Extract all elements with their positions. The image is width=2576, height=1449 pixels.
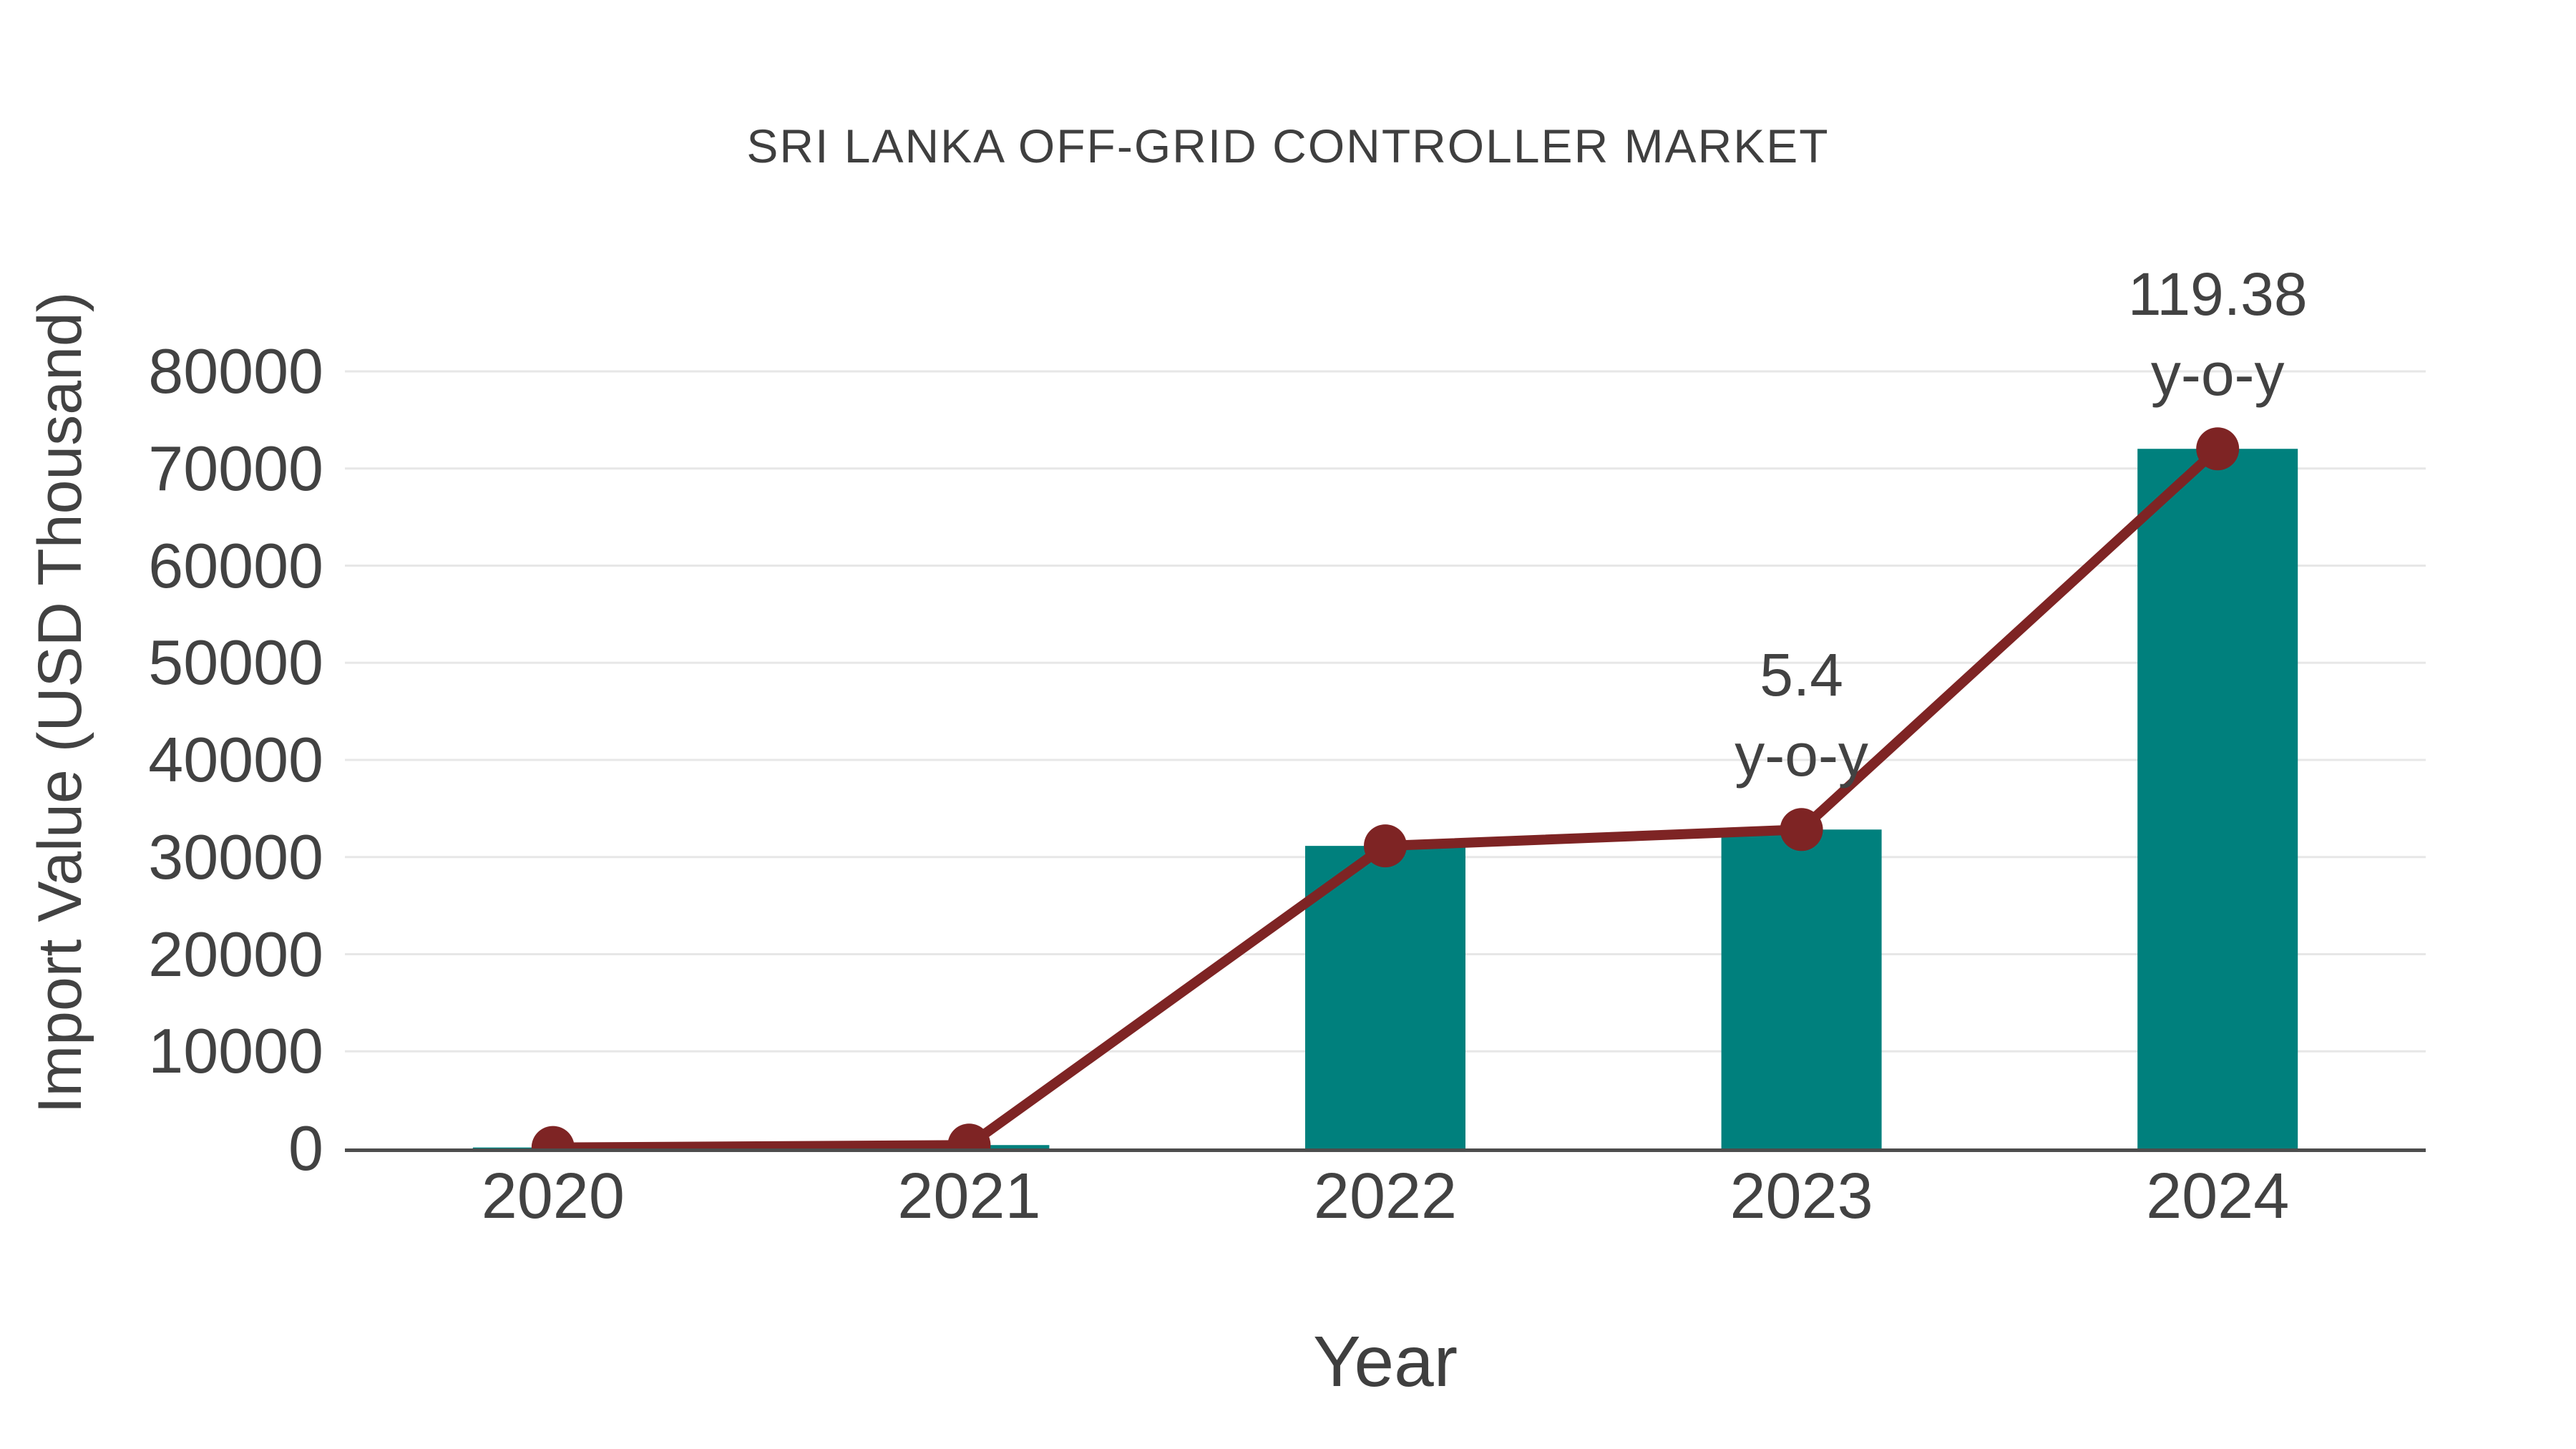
y-tick-label-50000: 50000 xyxy=(148,627,323,698)
annotation-2024-line-1: 119.38 xyxy=(2127,260,2308,328)
y-tick-label-30000: 30000 xyxy=(148,821,323,892)
y-tick-label-70000: 70000 xyxy=(148,432,323,504)
marker-2021 xyxy=(947,1123,991,1148)
x-tick-label-2020: 2020 xyxy=(481,1161,625,1232)
marker-2024 xyxy=(2196,427,2240,471)
marker-2023 xyxy=(1780,808,1823,852)
chart-title: SRI LANKA OFF-GRID CONTROLLER MARKET xyxy=(746,119,1830,172)
y-tick-label-20000: 20000 xyxy=(148,918,323,990)
annotation-2024: 119.38 y-o-y xyxy=(2039,254,2396,414)
x-tick-label-2024: 2024 xyxy=(2146,1161,2290,1232)
x-tick-label-2022: 2022 xyxy=(1313,1161,1458,1232)
x-tick-label-2021: 2021 xyxy=(897,1161,1041,1232)
plot-area xyxy=(345,243,2426,1152)
plot-canvas xyxy=(345,370,2426,1148)
annotation-2023: 5.4 y-o-y xyxy=(1623,635,1981,795)
annotation-2024-line-2: y-o-y xyxy=(2150,341,2285,409)
y-tick-label-60000: 60000 xyxy=(148,530,323,601)
marker-2020 xyxy=(531,1126,575,1148)
marker-2022 xyxy=(1364,824,1407,868)
y-tick-label-40000: 40000 xyxy=(148,724,323,795)
bar-2024 xyxy=(2137,449,2298,1148)
y-tick-label-80000: 80000 xyxy=(148,336,323,406)
annotation-2023-line-1: 5.4 xyxy=(1760,641,1843,709)
x-axis-title: Year xyxy=(1312,1322,1458,1402)
annotation-2023-line-2: y-o-y xyxy=(1735,721,1868,789)
bar-2023 xyxy=(1721,829,1882,1148)
bar-2022 xyxy=(1305,846,1465,1148)
y-tick-label-0: 0 xyxy=(288,1113,323,1184)
y-tick-label-10000: 10000 xyxy=(148,1015,323,1087)
x-tick-label-2023: 2023 xyxy=(1729,1161,1873,1232)
